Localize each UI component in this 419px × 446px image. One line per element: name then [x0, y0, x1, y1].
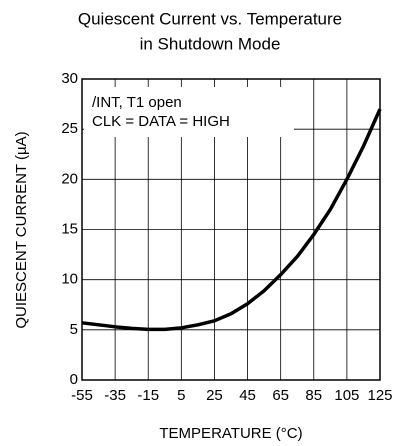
- chart-title: Quiescent Current vs. Temperature: [78, 9, 342, 28]
- y-tick-label: 20: [61, 170, 78, 187]
- annotation: CLK = DATA = HIGH: [92, 113, 230, 130]
- x-axis-label: TEMPERATURE (°C): [159, 425, 302, 442]
- annotation: /INT, T1 open: [92, 94, 182, 111]
- x-tick-label: 45: [239, 387, 256, 404]
- x-tick-label: 25: [206, 387, 223, 404]
- y-tick-label: 15: [61, 220, 78, 237]
- x-tick-label: -35: [104, 387, 126, 404]
- x-tick-label: -15: [137, 387, 159, 404]
- x-tick-label: 65: [272, 387, 289, 404]
- y-tick-label: 5: [70, 321, 78, 338]
- x-tick-label: 125: [367, 387, 392, 404]
- x-tick-label: 85: [305, 387, 322, 404]
- chart-title: in Shutdown Mode: [140, 34, 281, 53]
- annotation-box: [84, 87, 294, 137]
- x-tick-label: 5: [177, 387, 185, 404]
- y-tick-label: 0: [70, 371, 78, 388]
- y-tick-label: 10: [61, 271, 78, 288]
- x-tick-label: 105: [334, 387, 359, 404]
- y-tick-label: 25: [61, 120, 78, 137]
- y-tick-label: 30: [61, 70, 78, 87]
- x-tick-label: -55: [71, 387, 93, 404]
- data-line: [81, 108, 382, 332]
- y-axis-label: QUIESCENT CURRENT (µA): [13, 131, 30, 328]
- plot-frame: [81, 78, 381, 381]
